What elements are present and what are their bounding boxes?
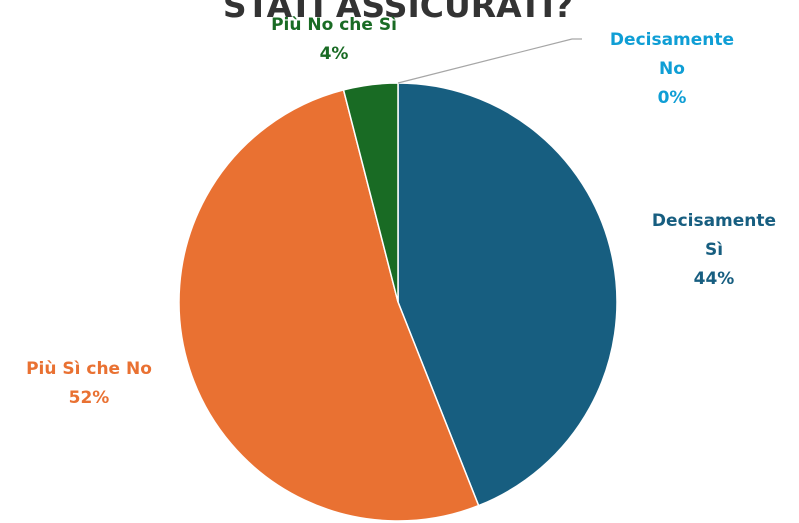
pie-slice-piu-no-che-si [342, 82, 399, 303]
chart-title: STATI ASSICURATI? [223, 0, 573, 25]
leader-line-decisamente-no [397, 38, 582, 84]
data-label-decisamente-no: Decisamente No 0% [610, 30, 734, 108]
data-label-piu-no-che-si: Più No che Sì 4% [271, 15, 397, 64]
data-labels: Decisamente Sì 44% Più Sì che No 52% Più No c… [26, 15, 776, 408]
pie-slices [178, 82, 618, 522]
data-label-decisamente-si: Decisamente Sì 44% [652, 211, 776, 289]
pie-slice-decisamente-si [397, 82, 618, 507]
data-label-piu-si-che-no: Più Sì che No 52% [26, 359, 152, 408]
pie-slice-piu-si-che-no [178, 88, 480, 522]
leader-lines [397, 38, 582, 84]
